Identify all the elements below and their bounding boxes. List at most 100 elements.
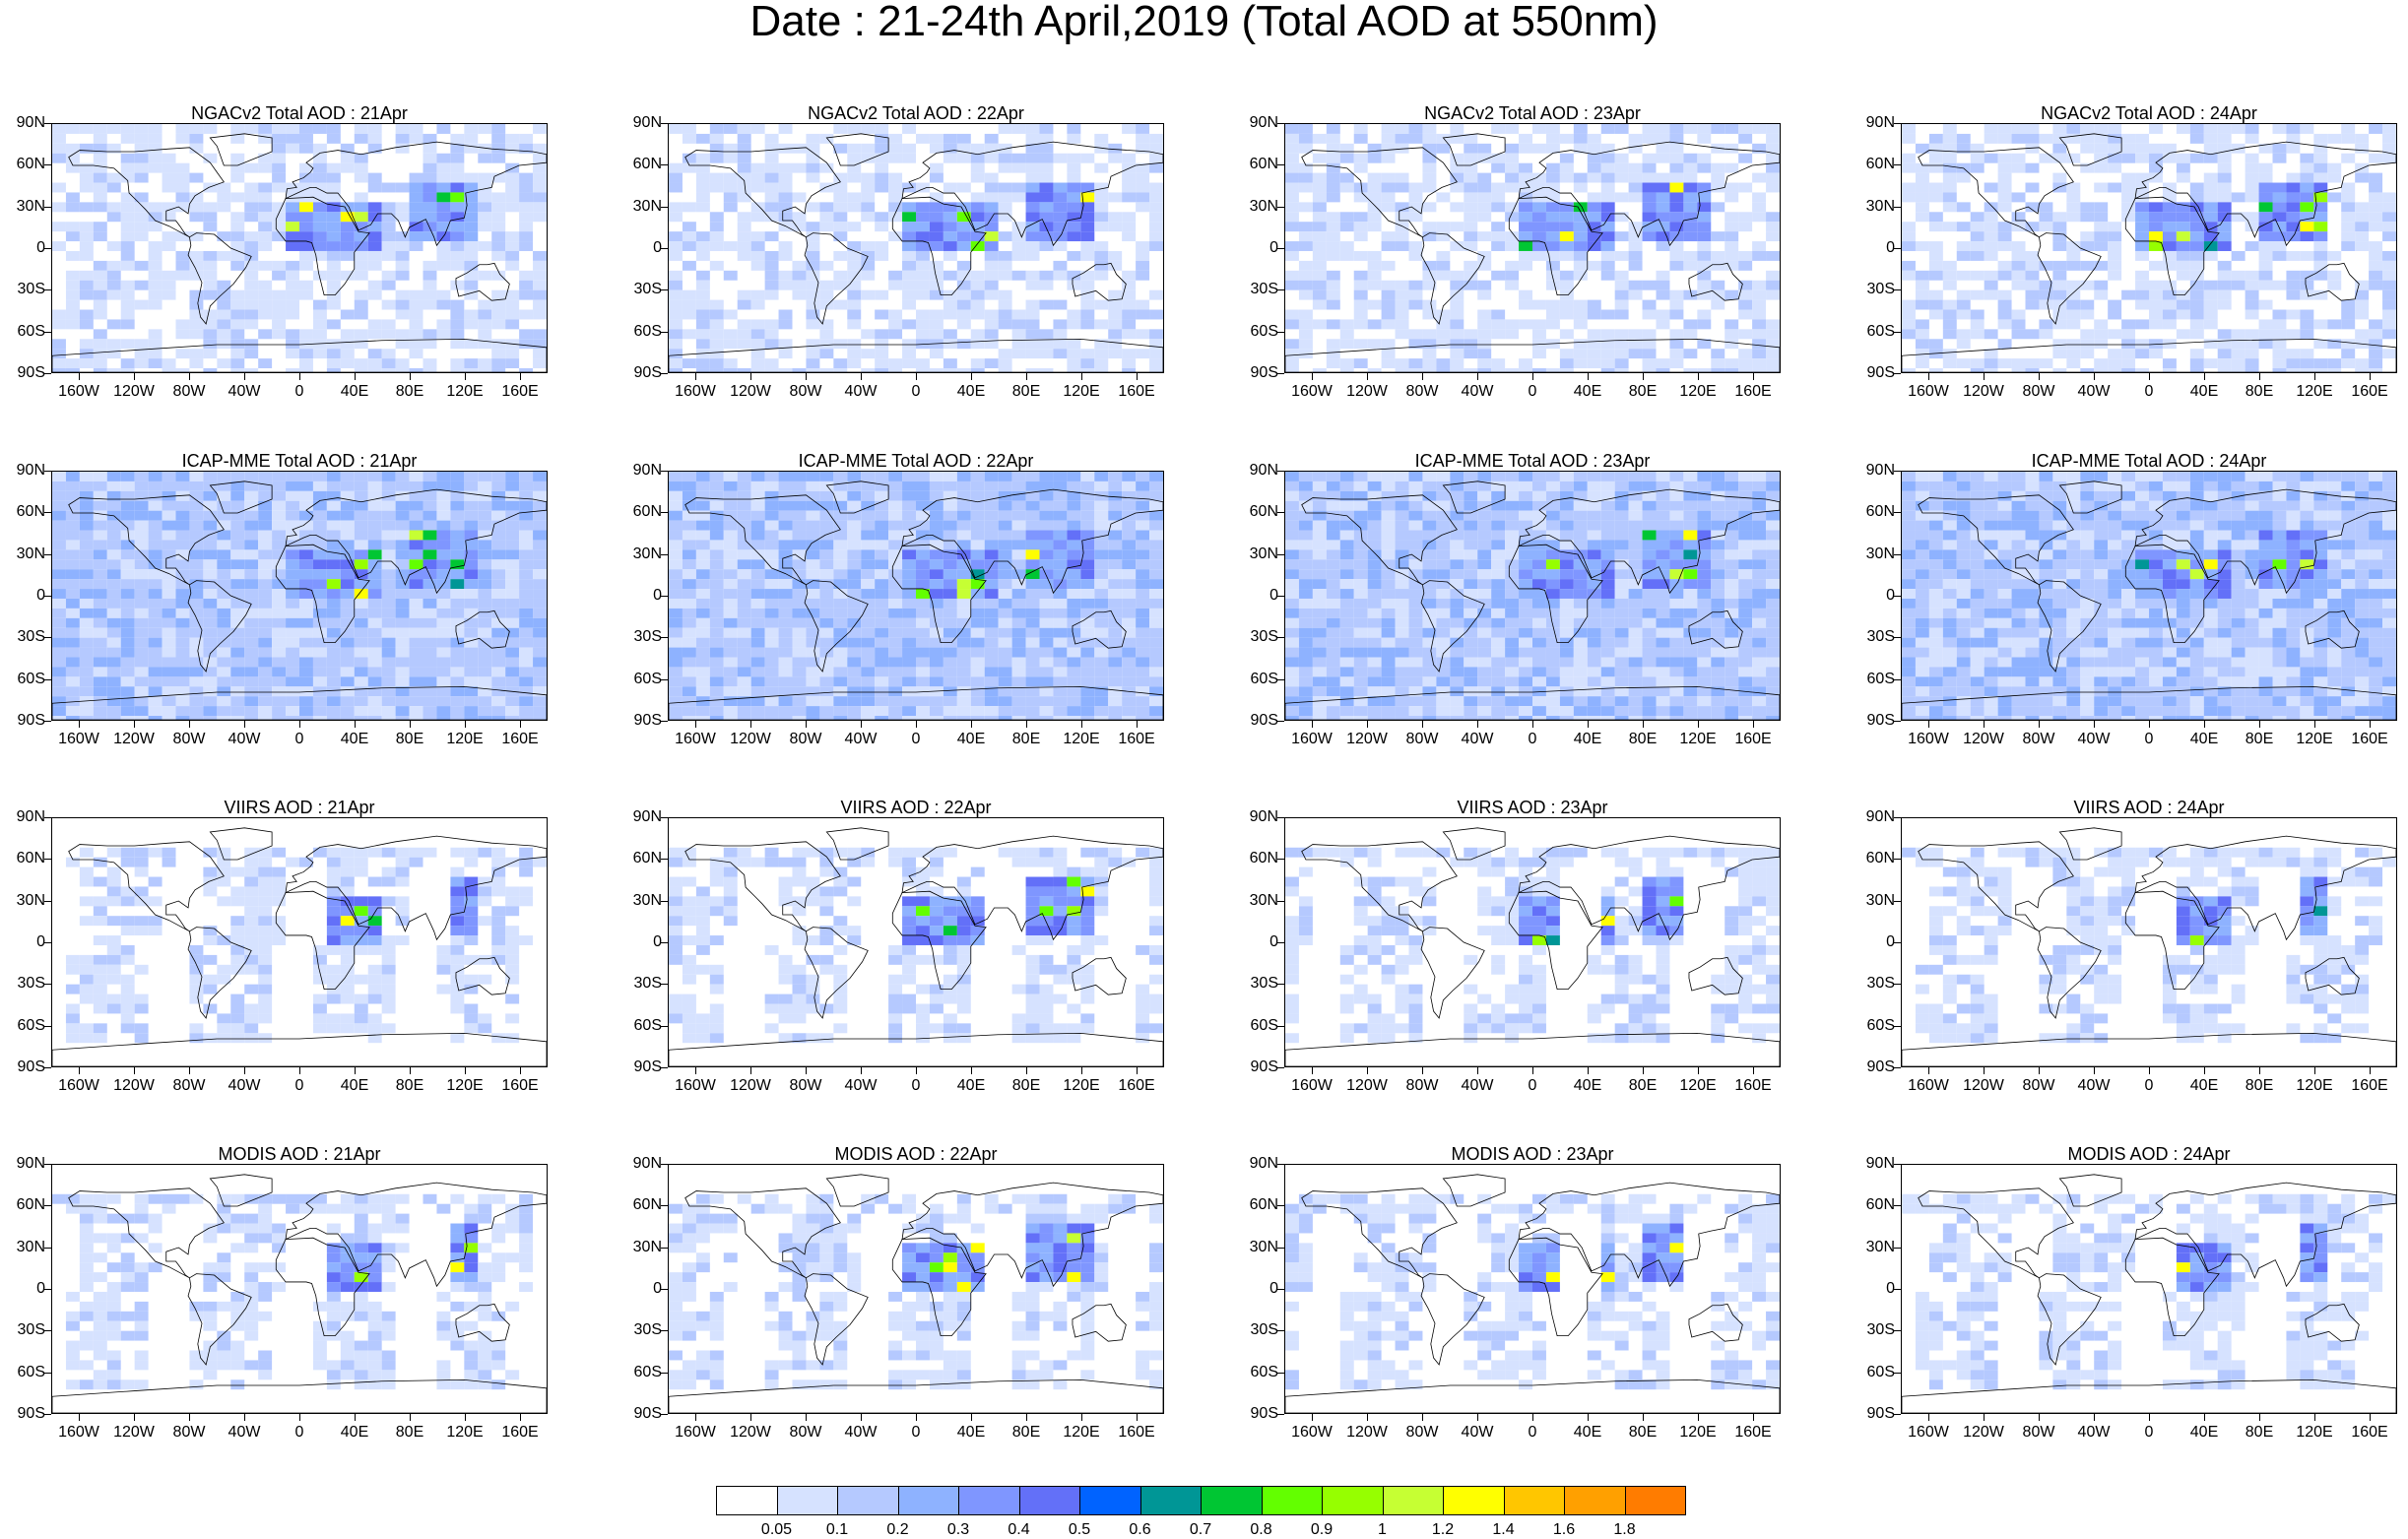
aod-cell bbox=[1628, 481, 1643, 491]
aod-cell bbox=[106, 667, 121, 677]
aod-cell bbox=[682, 530, 696, 541]
aod-cell bbox=[1477, 500, 1492, 511]
aod-cell bbox=[1450, 500, 1464, 511]
lat-tick bbox=[661, 123, 668, 124]
aod-cell bbox=[1669, 481, 1684, 491]
aod-cell bbox=[764, 133, 779, 144]
lat-tick bbox=[661, 331, 668, 333]
aod-cell bbox=[875, 241, 889, 251]
aod-cell bbox=[902, 299, 916, 310]
aod-cell bbox=[93, 686, 107, 697]
aod-cell bbox=[1422, 124, 1437, 134]
aod-cell bbox=[65, 192, 80, 203]
aod-cell bbox=[970, 617, 985, 628]
aod-cell bbox=[2108, 329, 2122, 340]
lat-label: 90S bbox=[17, 364, 45, 381]
aod-cell bbox=[750, 598, 765, 609]
aod-cell bbox=[217, 358, 231, 369]
aod-cell bbox=[148, 349, 163, 359]
aod-cell bbox=[875, 530, 889, 541]
aod-cell bbox=[764, 617, 779, 628]
aod-cell bbox=[819, 289, 834, 300]
aod-cell bbox=[120, 250, 135, 261]
aod-cell bbox=[943, 481, 957, 491]
aod-cell bbox=[244, 241, 259, 251]
aod-cell bbox=[833, 500, 848, 511]
aod-cell bbox=[533, 309, 547, 320]
aod-cell bbox=[1298, 133, 1313, 144]
aod-cell bbox=[367, 490, 382, 501]
aod-cell bbox=[1614, 339, 1629, 350]
aod-cell bbox=[970, 598, 985, 609]
aod-cell bbox=[1600, 172, 1615, 183]
aod-cell bbox=[1942, 162, 1957, 173]
aod-cell bbox=[1600, 182, 1615, 193]
aod-cell bbox=[1573, 309, 1588, 320]
aod-cell bbox=[519, 192, 534, 203]
aod-cell bbox=[750, 358, 765, 369]
aod-cell bbox=[1080, 549, 1095, 560]
aod-cell bbox=[833, 530, 848, 541]
aod-cell bbox=[2189, 299, 2204, 310]
aod-cell bbox=[737, 339, 751, 350]
aod-cell bbox=[806, 657, 820, 668]
aod-cell bbox=[1067, 627, 1081, 638]
aod-cell bbox=[381, 319, 396, 330]
aod-cell bbox=[1395, 481, 1409, 491]
aod-cell bbox=[2217, 192, 2232, 203]
aod-cell bbox=[723, 500, 738, 511]
aod-cell bbox=[1915, 319, 1929, 330]
aod-cell bbox=[217, 280, 231, 290]
aod-cell bbox=[970, 280, 985, 290]
aod-cell bbox=[669, 182, 683, 193]
aod-cell bbox=[1053, 549, 1068, 560]
aod-cell bbox=[2094, 319, 2109, 330]
aod-cell bbox=[2135, 349, 2149, 359]
aod-cell bbox=[669, 250, 683, 261]
aod-cell bbox=[1367, 299, 1382, 310]
aod-cell bbox=[806, 598, 820, 609]
aod-cell bbox=[1464, 510, 1478, 521]
aod-cell bbox=[217, 617, 231, 628]
aod-cell bbox=[764, 202, 779, 213]
aod-cell bbox=[1752, 124, 1767, 134]
aod-cell bbox=[669, 289, 683, 300]
aod-cell bbox=[162, 241, 176, 251]
aod-cell bbox=[723, 696, 738, 707]
aod-cell bbox=[1408, 368, 1423, 372]
aod-cell bbox=[1600, 231, 1615, 242]
aod-cell bbox=[1285, 309, 1299, 320]
aod-cell bbox=[326, 617, 341, 628]
aod-cell bbox=[354, 309, 368, 320]
aod-cell bbox=[1108, 319, 1123, 330]
aod-cell bbox=[272, 510, 287, 521]
lat-tick bbox=[44, 471, 51, 472]
aod-cell bbox=[1997, 172, 2012, 183]
aod-cell bbox=[299, 696, 313, 707]
aod-cell bbox=[2300, 329, 2314, 340]
aod-cell bbox=[984, 270, 999, 281]
aod-cell bbox=[299, 368, 313, 372]
aod-cell bbox=[1642, 124, 1657, 134]
aod-cell bbox=[533, 549, 547, 560]
aod-cell bbox=[79, 241, 94, 251]
aod-cell bbox=[2025, 162, 2040, 173]
aod-cell bbox=[367, 608, 382, 618]
aod-cell bbox=[1136, 530, 1150, 541]
lon-label: 120W bbox=[730, 383, 771, 400]
aod-cell bbox=[2217, 153, 2232, 163]
aod-cell bbox=[491, 309, 506, 320]
aod-cell bbox=[148, 339, 163, 350]
aod-cell bbox=[998, 530, 1012, 541]
aod-cell bbox=[1122, 309, 1137, 320]
aod-cell bbox=[134, 686, 149, 697]
aod-cell bbox=[505, 549, 520, 560]
lat-label: 60S bbox=[1250, 322, 1278, 340]
aod-cell bbox=[792, 490, 807, 501]
lon-label: 160W bbox=[58, 383, 99, 400]
aod-cell bbox=[2162, 212, 2177, 223]
aod-cell bbox=[1697, 260, 1712, 271]
aod-cell bbox=[1136, 133, 1150, 144]
aod-cell bbox=[1491, 520, 1506, 531]
aod-cell bbox=[79, 500, 94, 511]
